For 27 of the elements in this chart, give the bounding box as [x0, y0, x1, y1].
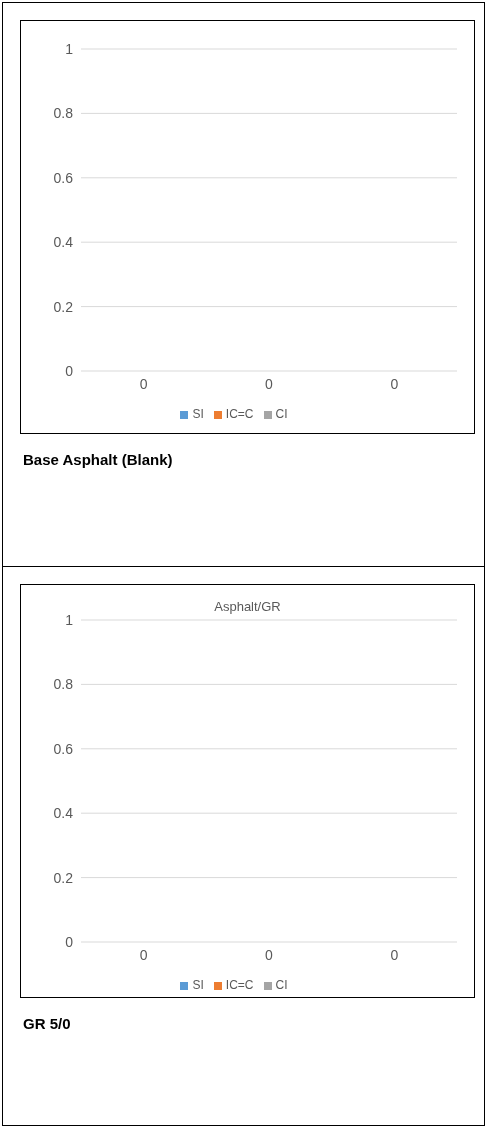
y-tick-label: 0.4	[53, 805, 74, 822]
legend-label: IC=C	[225, 978, 254, 992]
y-tick-label: 0.8	[53, 676, 74, 693]
text: GR 5/0	[23, 1015, 71, 1032]
x-tick-label: 0	[390, 946, 399, 963]
y-tick-label: 0.6	[53, 169, 74, 186]
x-tick-label: 0	[265, 946, 274, 963]
x-tick-label: 0	[139, 946, 148, 963]
y-tick-label: 0.2	[53, 298, 74, 315]
legend-label: IC=C	[225, 407, 254, 421]
y-tick-label: 0	[65, 362, 74, 379]
text: Base Asphalt (Blank)	[23, 451, 173, 468]
y-tick-label: 1	[65, 40, 74, 57]
x-tick-label: 0	[265, 375, 274, 392]
legend-label: SI	[192, 407, 204, 421]
y-tick-label: 0.6	[53, 740, 74, 757]
x-tick-label: 0	[139, 375, 148, 392]
y-tick-label: 0	[65, 933, 74, 950]
legend-label: CI	[275, 407, 288, 421]
y-tick-label: 0.2	[53, 869, 74, 886]
y-tick-label: 0.8	[53, 105, 74, 122]
x-tick-label: 0	[390, 375, 399, 392]
y-tick-label: 0.4	[53, 234, 74, 251]
y-tick-label: 1	[65, 611, 74, 628]
chart-title: Asphalt/GR	[214, 599, 281, 614]
legend-label: CI	[275, 978, 288, 992]
legend-label: SI	[192, 978, 204, 992]
